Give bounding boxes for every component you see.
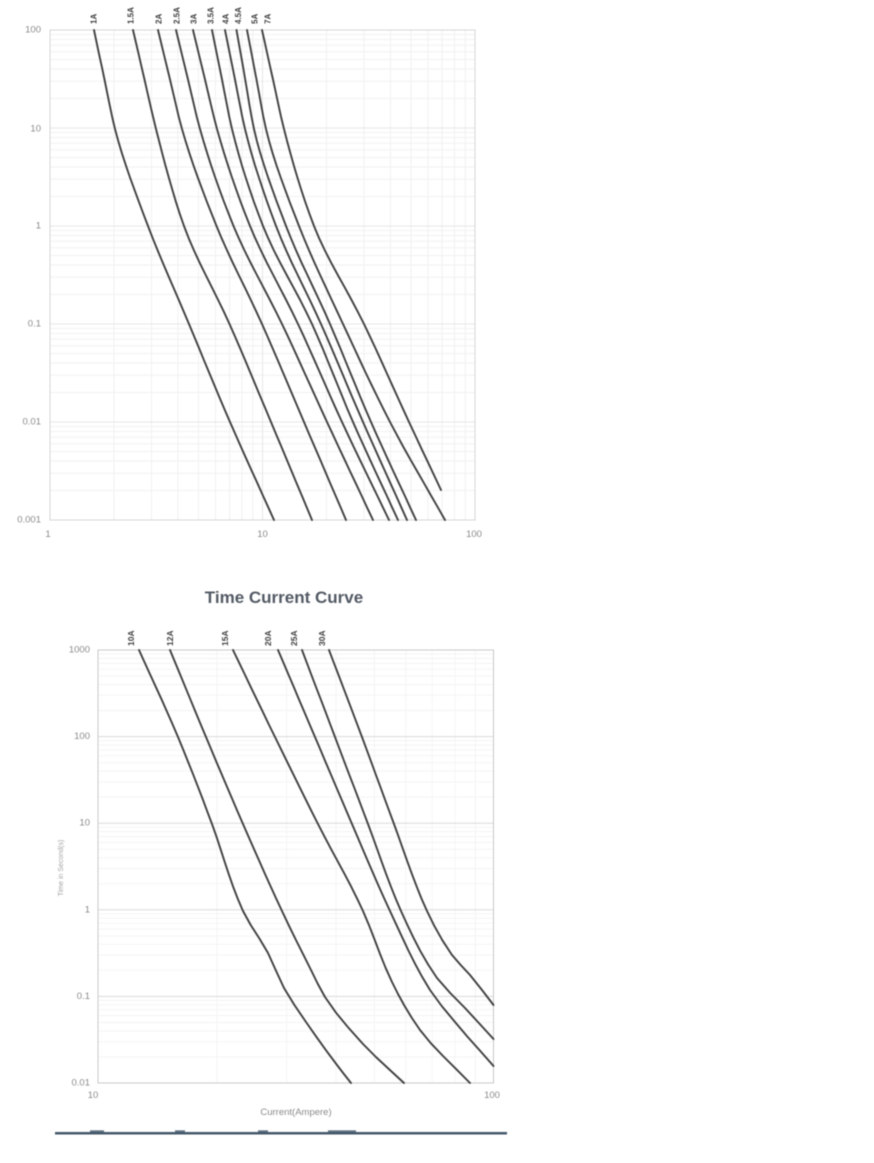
svg-text:5A: 5A: [251, 14, 260, 24]
svg-text:10: 10: [79, 818, 90, 829]
svg-text:0.01: 0.01: [72, 1078, 91, 1089]
svg-text:12A: 12A: [165, 630, 175, 646]
svg-text:Current(Ampere): Current(Ampere): [260, 1107, 331, 1118]
svg-text:100: 100: [466, 529, 482, 540]
svg-text:1A: 1A: [90, 14, 99, 24]
svg-text:0.01: 0.01: [23, 417, 42, 428]
svg-text:Time in Second(s): Time in Second(s): [58, 840, 65, 897]
svg-text:30A: 30A: [317, 630, 327, 646]
svg-text:15A: 15A: [220, 630, 230, 646]
svg-text:10: 10: [257, 529, 268, 540]
svg-text:100: 100: [74, 731, 90, 742]
svg-text:1: 1: [36, 221, 41, 232]
svg-text:Time Current Curve: Time Current Curve: [205, 588, 363, 607]
svg-text:25A: 25A: [289, 630, 299, 646]
svg-text:10: 10: [88, 1090, 99, 1101]
svg-text:0.001: 0.001: [17, 515, 41, 526]
svg-text:1: 1: [45, 529, 50, 540]
svg-text:10: 10: [30, 124, 41, 135]
svg-text:3.5A: 3.5A: [207, 7, 216, 24]
svg-text:100: 100: [25, 25, 41, 36]
svg-text:2.5A: 2.5A: [173, 7, 182, 24]
svg-text:1: 1: [85, 904, 90, 915]
svg-text:3A: 3A: [190, 14, 199, 24]
svg-text:4A: 4A: [222, 14, 231, 24]
svg-text:1.5A: 1.5A: [127, 7, 136, 24]
svg-text:1000: 1000: [69, 645, 90, 656]
svg-text:2A: 2A: [155, 14, 164, 24]
svg-text:7A: 7A: [264, 14, 273, 24]
svg-text:20A: 20A: [263, 630, 273, 646]
svg-text:10A: 10A: [126, 630, 136, 646]
svg-text:0.1: 0.1: [28, 319, 41, 330]
svg-text:4.5A: 4.5A: [234, 7, 243, 24]
svg-text:100: 100: [484, 1090, 500, 1101]
svg-text:0.1: 0.1: [77, 991, 90, 1002]
